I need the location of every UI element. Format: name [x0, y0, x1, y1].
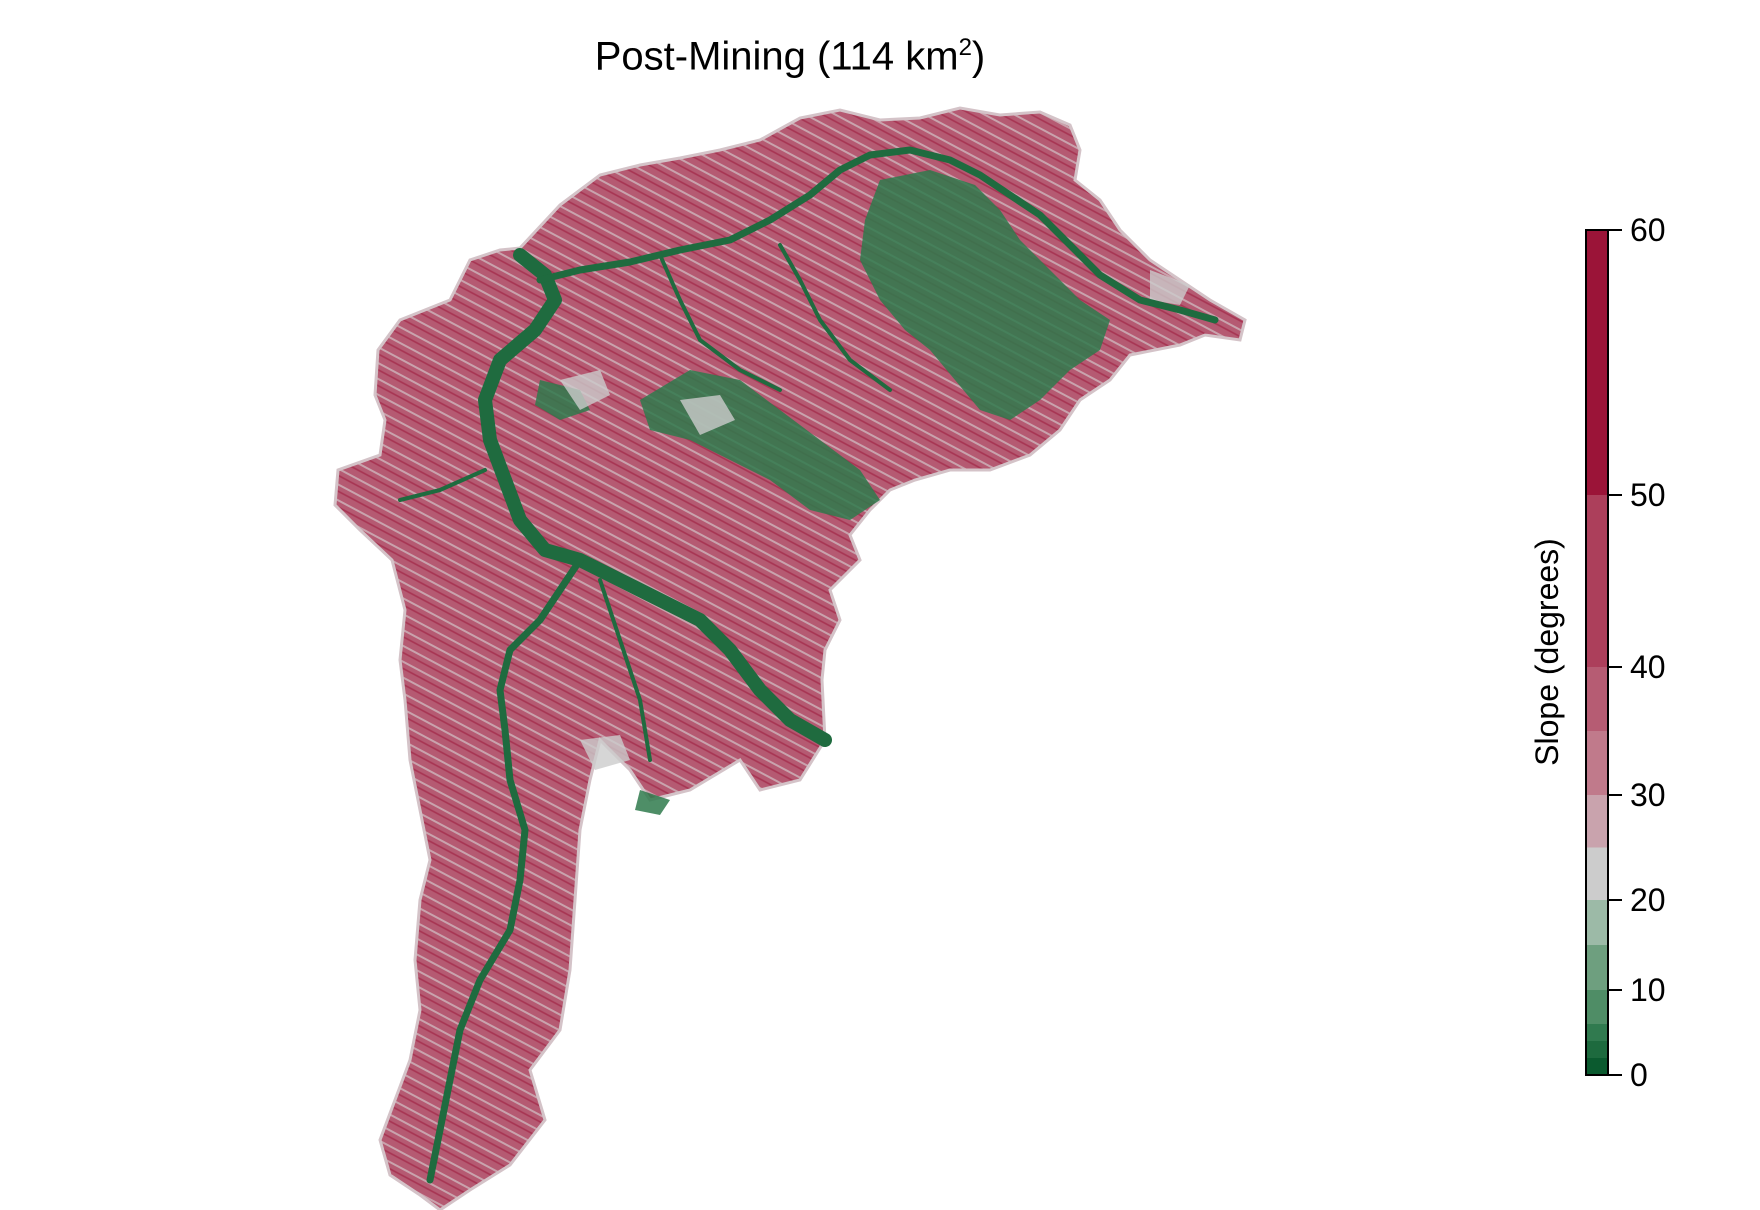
map-title-closing: ) — [971, 34, 986, 79]
legend-tick-label: 30 — [1630, 777, 1666, 813]
legend-bin-3 — [1586, 990, 1608, 1024]
legend-tick-label: 40 — [1630, 649, 1666, 685]
legend-bin-5 — [1586, 900, 1608, 945]
map-title: Post-Mining (114 km2) — [0, 20, 1580, 84]
legend-tick-label: 10 — [1630, 972, 1666, 1008]
gentle-slope-3 — [580, 735, 630, 770]
tributary-4 — [398, 468, 487, 502]
legend-bin-1 — [1586, 1041, 1608, 1058]
slope-legend: 0 10 20 30 40 50 60 Slope (degrees) — [1529, 212, 1666, 1093]
flat-area-south — [635, 790, 670, 815]
legend-bin-0 — [1586, 1058, 1608, 1075]
gentle-slope-1 — [560, 370, 610, 410]
gentle-slope-4 — [1150, 270, 1190, 305]
gentle-slopes — [560, 270, 1190, 770]
legend-tick-label: 0 — [1630, 1057, 1648, 1093]
legend-bin-9 — [1586, 667, 1608, 731]
legend-bin-6 — [1586, 847, 1608, 900]
legend-ticks: 0 10 20 30 40 50 60 — [1608, 212, 1666, 1093]
map-title-superscript: 2 — [958, 34, 972, 61]
tributary-3 — [598, 578, 652, 762]
legend-bin-2 — [1586, 1024, 1608, 1041]
southern-river — [426, 556, 584, 1184]
map-title-text: Post-Mining (114 km — [594, 34, 959, 79]
watershed-outline — [333, 106, 1247, 1210]
gentle-slope-2 — [680, 395, 735, 435]
legend-bin-11 — [1586, 230, 1608, 495]
flat-area-northeast — [860, 170, 1110, 420]
legend-bin-8 — [1586, 731, 1608, 795]
main-river — [478, 248, 832, 747]
legend-frame — [1585, 229, 1609, 1076]
watershed-region — [333, 106, 1247, 1210]
legend-tick-label: 50 — [1630, 477, 1666, 513]
tributary-2 — [778, 243, 892, 392]
legend-axis-label: Slope (degrees) — [1529, 538, 1565, 766]
legend-tick-label: 20 — [1630, 882, 1666, 918]
legend-bin-7 — [1586, 795, 1608, 848]
legend-bin-4 — [1586, 945, 1608, 990]
tributary-1 — [658, 253, 782, 392]
legend-tick-label: 60 — [1630, 212, 1666, 248]
northern-river — [536, 146, 1219, 324]
legend-colorbar — [1586, 230, 1608, 1075]
legend-bin-10 — [1586, 495, 1608, 667]
rivers — [398, 146, 1219, 1184]
